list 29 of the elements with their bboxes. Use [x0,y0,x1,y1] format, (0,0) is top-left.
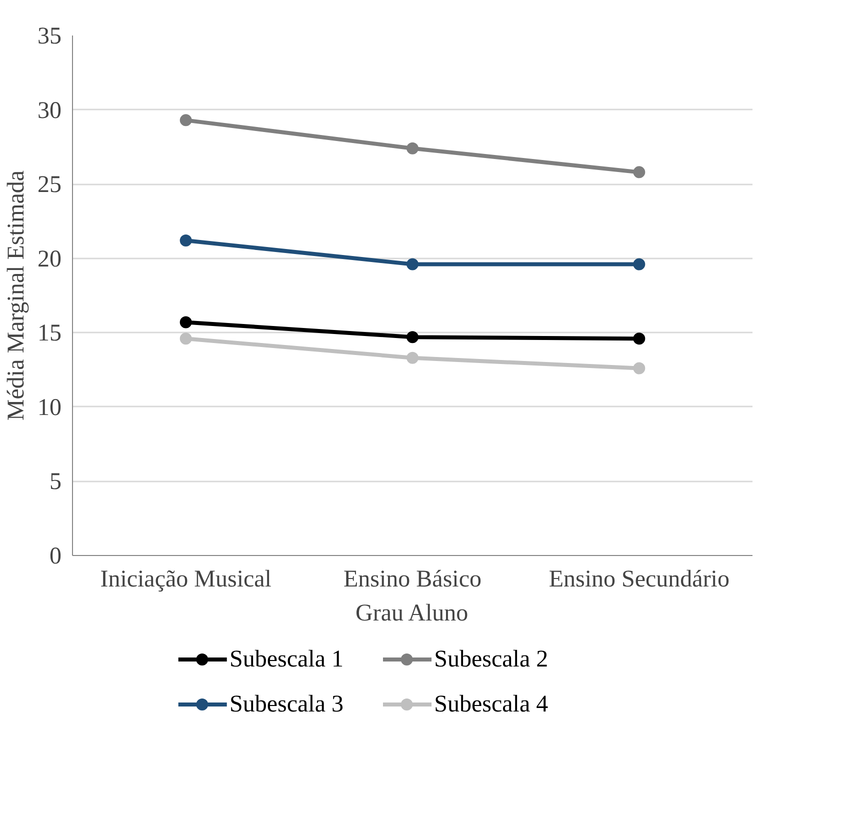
point [633,258,646,270]
y-tick-label: 5 [50,469,62,496]
y-tick-label: 35 [38,24,62,50]
legend-label: Subescala 2 [434,646,548,672]
point [406,352,418,364]
point [180,332,192,345]
y-tick-label: 30 [38,98,62,124]
y-tick-label: 25 [38,172,62,198]
point [180,234,192,247]
point [633,332,646,345]
y-tick-label: 20 [38,246,62,272]
legend-label: Subescala 4 [434,692,548,718]
y-tick-label: 15 [38,320,62,347]
y-tick-label: 10 [38,394,62,421]
point [406,142,418,154]
point [633,362,646,374]
point [406,331,418,344]
legend-label: Subescala 3 [230,692,344,718]
legend-label: Subescala 1 [230,646,344,672]
x-axis-title: Grau Aluno [356,600,468,626]
x-tick-label: Ensino Básico [344,566,482,592]
y-axis-title: Média Marginal Estimada [4,170,30,421]
x-tick-label: Ensino Secundário [548,566,730,592]
point [406,258,418,270]
point [633,166,646,178]
point [180,114,192,126]
y-tick-label: 0 [50,544,62,570]
x-tick-label: Iniciação Musical [100,566,272,592]
point [180,316,192,328]
